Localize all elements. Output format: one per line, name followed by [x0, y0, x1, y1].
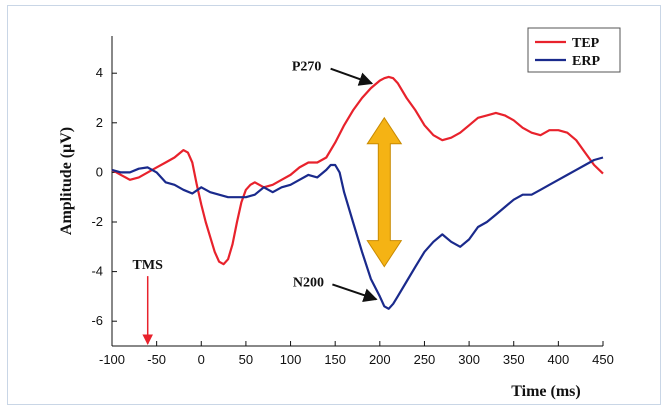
x-tick-label: 150 — [324, 352, 346, 367]
chart-frame: -100 -50 0 50 100 150 200 250 300 350 400 450 4 2 0 -2… — [7, 5, 661, 405]
amplitude-time-chart: -100 -50 0 50 100 150 200 250 300 350 400 450 4 2 0 -2… — [58, 27, 621, 400]
x-tick-label: 100 — [280, 352, 302, 367]
annotation-p270-arrow — [330, 67, 374, 86]
legend-label-tep: TEP — [572, 36, 600, 51]
y-axis-ticks: 4 2 0 -2 -4 -6 — [91, 65, 117, 328]
x-axis-ticks: -100 -50 0 50 100 150 200 250 300 350 400 450 — [99, 341, 614, 367]
annotations: P270 N200 TMS — [133, 60, 403, 346]
annotation-n200-arrow — [332, 283, 378, 302]
annotation-p270-label: P270 — [292, 60, 322, 75]
y-tick-label: 0 — [96, 164, 103, 179]
annotation-tms-label: TMS — [133, 258, 164, 273]
x-tick-label: 50 — [239, 352, 253, 367]
annotation-n200-label: N200 — [293, 275, 324, 290]
x-tick-label: -100 — [99, 352, 125, 367]
y-tick-label: 2 — [96, 115, 103, 130]
x-tick-label: 400 — [548, 352, 570, 367]
y-axis-label: Amplitude (μV) — [58, 127, 75, 235]
x-axis-label: Time (ms) — [511, 383, 580, 400]
series-line-tep — [111, 75, 604, 266]
axes — [111, 36, 603, 347]
series-lines — [111, 75, 604, 310]
legend-label-erp: ERP — [572, 54, 600, 69]
y-tick-label: -2 — [91, 214, 103, 229]
x-tick-label: 250 — [414, 352, 436, 367]
x-tick-label: 0 — [198, 352, 205, 367]
legend: TEP ERP — [527, 27, 621, 73]
x-tick-label: 450 — [592, 352, 614, 367]
x-tick-label: 200 — [369, 352, 391, 367]
x-tick-label: -50 — [147, 352, 166, 367]
double-arrow-icon — [366, 116, 403, 268]
x-tick-label: 350 — [503, 352, 525, 367]
series-line-erp — [111, 156, 604, 310]
x-tick-label: 300 — [458, 352, 480, 367]
legend-box — [527, 27, 621, 73]
y-tick-label: 4 — [96, 65, 103, 80]
y-tick-label: -4 — [91, 264, 103, 279]
y-tick-label: -6 — [91, 313, 103, 328]
